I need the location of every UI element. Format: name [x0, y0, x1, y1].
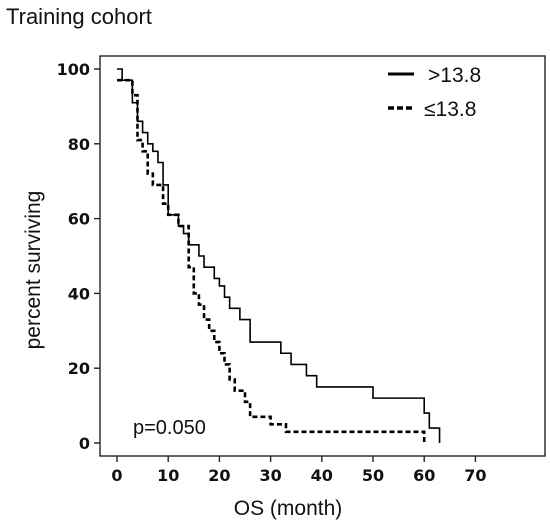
survival-curves	[117, 68, 441, 443]
x-tick-label: 40	[311, 466, 333, 485]
y-tick-label: 0	[79, 434, 90, 453]
chart-title: Training cohort	[6, 4, 152, 29]
x-axis: 0 10 20 30 40 50 60 70	[111, 456, 487, 485]
x-tick-label: 60	[413, 466, 435, 485]
plot-frame	[99, 55, 546, 457]
p-value-annotation: p=0.050	[133, 417, 206, 439]
x-tick-label: 30	[259, 466, 281, 485]
legend-label-series-2: ≤13.8	[424, 98, 476, 121]
x-axis-label: OS (month)	[234, 497, 343, 520]
survival-curve-2	[117, 78, 426, 443]
y-axis: 0 20 40 60 80 100	[57, 60, 100, 453]
y-tick-label: 100	[57, 60, 90, 79]
x-tick-label: 70	[464, 466, 486, 485]
x-tick-label: 50	[362, 466, 384, 485]
y-axis-label: percent surviving	[22, 191, 45, 350]
y-tick-label: 40	[68, 284, 90, 303]
plot-area: 0 20 40 60 80 100 0 10 20 30 40 50 60 70	[57, 55, 546, 485]
x-tick-label: 0	[111, 466, 122, 485]
legend-label-series-1: >13.8	[428, 64, 481, 87]
legend: >13.8 ≤13.8	[388, 64, 481, 121]
y-tick-label: 60	[68, 210, 90, 229]
y-tick-label: 80	[68, 135, 90, 154]
x-tick-label: 10	[157, 466, 179, 485]
survival-curve-1	[117, 68, 441, 443]
x-tick-label: 20	[208, 466, 230, 485]
y-tick-label: 20	[68, 359, 90, 378]
